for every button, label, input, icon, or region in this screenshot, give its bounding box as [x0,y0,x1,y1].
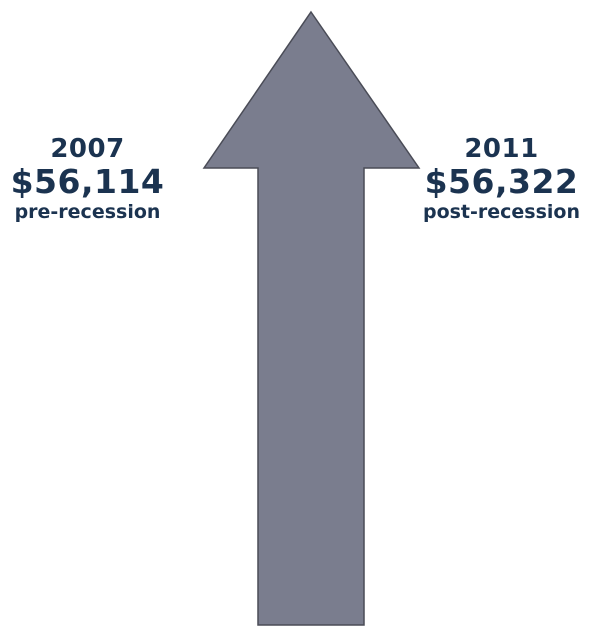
pre-recession-value: $56,114 [10,162,165,201]
post-recession-note: post-recession [422,201,581,223]
up-arrow-shape [202,10,421,626]
post-recession-value: $56,322 [424,162,579,201]
pre-recession-year: 2007 [50,134,125,164]
post-recession-year: 2011 [464,134,539,164]
pre-recession-note: pre-recession [14,201,161,223]
pre-recession-label-block: 2007 $56,114 pre-recession [0,134,175,224]
post-recession-label-block: 2011 $56,322 post-recession [414,134,589,224]
